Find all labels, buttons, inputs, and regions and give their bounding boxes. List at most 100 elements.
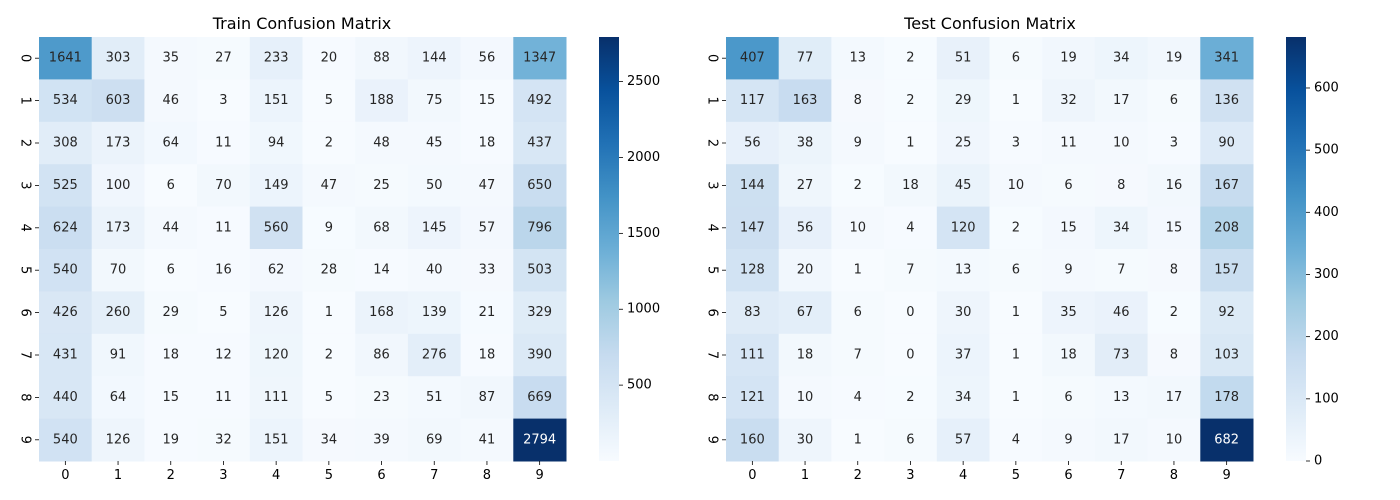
test-cell-label-r9-c4: 57 xyxy=(955,432,972,447)
train-cell-r7-c2 xyxy=(144,333,198,377)
train-cell-label-r5-c4: 62 xyxy=(268,263,285,278)
test-y-axis: 0 1 2 3 4 5 6 7 8 9 xyxy=(705,54,726,444)
test-cell-r4-c8 xyxy=(1147,206,1201,250)
test-cell-label-r6-c0: 83 xyxy=(744,305,761,320)
train-cell-label-r8-c1: 64 xyxy=(110,390,127,405)
test-cell-r6-c9 xyxy=(1200,291,1254,335)
test-cell-r7-c1 xyxy=(778,333,832,377)
test-cell-label-r5-c0: 128 xyxy=(740,263,765,278)
test-cell-label-r1-c0: 117 xyxy=(740,93,765,108)
test-cell-r0-c0 xyxy=(726,37,780,80)
train-cell-r6-c5 xyxy=(302,291,356,335)
train-cell-label-r8-c2: 15 xyxy=(162,390,179,405)
train-x-tick-4: 4 xyxy=(272,468,280,483)
test-cell-r6-c6 xyxy=(1042,291,1096,335)
train-cell-r7-c9 xyxy=(513,333,567,377)
train-x-tick-5: 5 xyxy=(325,468,333,483)
test-cell-label-r2-c7: 10 xyxy=(1113,136,1130,151)
test-cell-r5-c4 xyxy=(936,249,990,292)
train-cell-r6-c4 xyxy=(249,291,303,335)
train-cell-r3-c5 xyxy=(302,164,356,208)
train-cell-r3-c3 xyxy=(197,164,251,208)
test-cell-label-r5-c5: 6 xyxy=(1012,263,1020,278)
test-y-tick-3: 3 xyxy=(705,181,720,189)
test-cell-r6-c1 xyxy=(778,291,832,335)
train-cell-label-r1-c7: 75 xyxy=(426,93,443,108)
test-cell-r7-c7 xyxy=(1094,333,1149,377)
test-cell-r0-c7 xyxy=(1094,37,1149,80)
train-cell-r3-c1 xyxy=(91,164,145,208)
test-cell-label-r1-c4: 29 xyxy=(955,93,972,108)
test-cell-r8-c8 xyxy=(1147,376,1201,420)
train-cell-r1-c4 xyxy=(249,79,303,123)
train-cell-label-r9-c2: 19 xyxy=(162,432,179,447)
train-cell-label-r3-c9: 650 xyxy=(527,178,552,193)
train-x-tick-7: 7 xyxy=(430,468,438,483)
test-cell-label-r2-c1: 38 xyxy=(797,136,814,151)
train-cell-label-r4-c6: 68 xyxy=(373,220,390,235)
train-cell-r9-c0 xyxy=(39,418,93,462)
test-cell-label-r5-c2: 1 xyxy=(854,263,862,278)
test-cell-r3-c5 xyxy=(989,164,1043,208)
test-x-tick-0: 0 xyxy=(748,468,756,483)
train-cell-r4-c5 xyxy=(302,206,356,250)
test-cell-r3-c3 xyxy=(884,164,938,208)
train-cell-r6-c1 xyxy=(91,291,145,335)
test-cell-label-r3-c3: 18 xyxy=(902,178,919,193)
train-y-tick-2: 2 xyxy=(18,139,33,147)
test-cell-label-r5-c4: 13 xyxy=(955,263,972,278)
test-cell-r2-c7 xyxy=(1094,121,1149,165)
test-y-tick-6: 6 xyxy=(705,308,720,316)
test-cell-r9-c3 xyxy=(884,418,938,462)
test-cell-label-r8-c4: 34 xyxy=(955,390,972,405)
test-cell-label-r1-c8: 6 xyxy=(1170,93,1178,108)
train-cell-label-r1-c3: 3 xyxy=(219,93,227,108)
train-cell-label-r3-c6: 25 xyxy=(373,178,390,193)
test-cell-r9-c4 xyxy=(936,418,990,462)
train-cell-r8-c3 xyxy=(197,376,251,420)
train-cell-label-r0-c4: 233 xyxy=(264,51,289,66)
train-cell-label-r3-c8: 47 xyxy=(479,178,496,193)
test-cell-r8-c2 xyxy=(831,376,885,420)
train-cell-r6-c0 xyxy=(39,291,93,335)
test-cell-r6-c5 xyxy=(989,291,1043,335)
test-y-tick-8: 8 xyxy=(705,393,720,401)
train-cell-label-r0-c0: 1641 xyxy=(49,51,82,66)
train-cell-label-r1-c4: 151 xyxy=(264,93,289,108)
test-cell-label-r3-c7: 8 xyxy=(1117,178,1125,193)
train-cell-label-r6-c3: 5 xyxy=(219,305,227,320)
test-cell-label-r7-c5: 1 xyxy=(1012,348,1020,363)
train-cell-r0-c6 xyxy=(355,37,409,80)
train-x-tick-3: 3 xyxy=(219,468,227,483)
test-cell-r2-c9 xyxy=(1200,121,1254,165)
train-cell-r6-c8 xyxy=(460,291,514,335)
train-cell-label-r4-c9: 796 xyxy=(527,220,552,235)
train-cell-r6-c9 xyxy=(513,291,567,335)
train-x-tick-6: 6 xyxy=(377,468,385,483)
test-cell-label-r7-c0: 111 xyxy=(740,348,765,363)
train-cell-r6-c7 xyxy=(407,291,462,335)
train-y-tick-4: 4 xyxy=(18,224,33,232)
test-cell-label-r0-c6: 19 xyxy=(1060,51,1077,66)
train-cell-label-r5-c3: 16 xyxy=(215,263,232,278)
test-cell-r7-c8 xyxy=(1147,333,1201,377)
train-cell-r1-c9 xyxy=(513,79,567,123)
train-cell-r2-c2 xyxy=(144,121,198,165)
test-cell-r2-c6 xyxy=(1042,121,1096,165)
test-cell-label-r2-c0: 56 xyxy=(744,136,761,151)
train-cell-r4-c6 xyxy=(355,206,409,250)
train-x-tick-1: 1 xyxy=(114,468,122,483)
test-cell-label-r4-c9: 208 xyxy=(1214,220,1239,235)
test-colorbar-tick-0: 0 xyxy=(1314,454,1322,469)
test-y-tick-4: 4 xyxy=(705,224,720,232)
test-chart-title: Test Confusion Matrix xyxy=(903,14,1076,33)
train-colorbar-tick-4: 2500 xyxy=(627,74,660,89)
train-cell-label-r0-c1: 303 xyxy=(106,51,131,66)
train-cell-label-r9-c4: 151 xyxy=(264,432,289,447)
train-x-tick-2: 2 xyxy=(167,468,175,483)
test-cell-label-r5-c8: 8 xyxy=(1170,263,1178,278)
test-cell-r3-c2 xyxy=(831,164,885,208)
train-cell-r4-c9 xyxy=(513,206,567,250)
test-cell-label-r8-c1: 10 xyxy=(797,390,814,405)
